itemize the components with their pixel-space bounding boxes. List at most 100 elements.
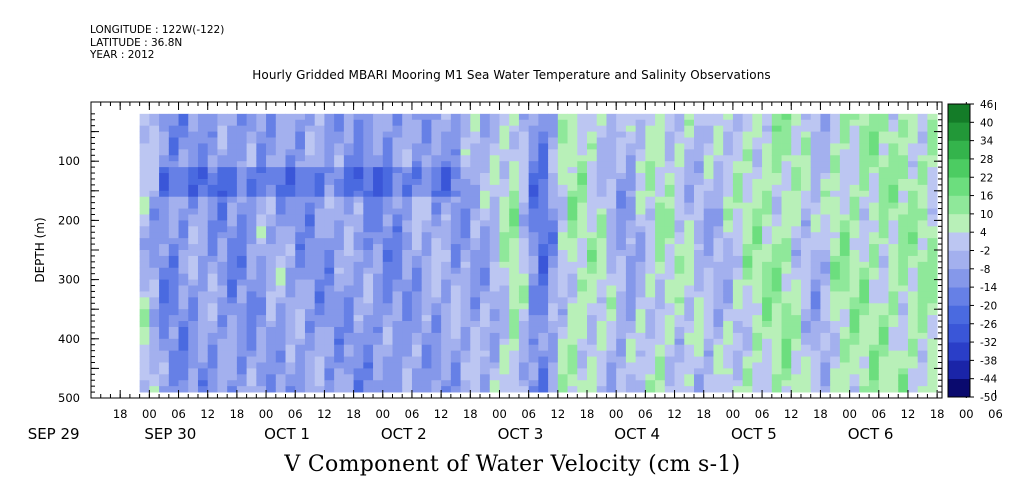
heatmap-cell [207, 368, 218, 375]
heatmap-cell [830, 255, 841, 263]
heatmap-cell [528, 374, 539, 381]
heatmap-cell [693, 309, 705, 316]
heatmap-cell [538, 238, 549, 245]
heatmap-cell [713, 279, 724, 286]
heatmap-cell [159, 178, 170, 186]
heatmap-cell [421, 303, 432, 310]
heatmap-cell [810, 143, 821, 150]
heatmap-cell [587, 362, 598, 369]
heatmap-cell [431, 238, 442, 245]
heatmap-cell [791, 226, 802, 233]
heatmap-cell [869, 332, 880, 340]
heatmap-cell [285, 113, 296, 121]
heatmap-cell [324, 208, 335, 215]
heatmap-cell [567, 261, 578, 269]
heatmap-cell [314, 196, 325, 204]
heatmap-cell [266, 149, 277, 156]
heatmap-cell [373, 232, 384, 239]
heatmap-cell [528, 362, 539, 369]
heatmap-cell [275, 309, 286, 316]
heatmap-cell [674, 255, 685, 263]
heatmap-cell [402, 244, 413, 251]
heatmap-cell [567, 356, 578, 363]
heatmap-cell [460, 303, 471, 310]
heatmap-cell [343, 208, 354, 215]
heatmap-cell [567, 297, 578, 304]
x-tick-label: 12 [317, 407, 332, 421]
heatmap-cell [509, 226, 520, 233]
heatmap-cell [480, 125, 491, 132]
heatmap-cell [771, 125, 782, 132]
heatmap-cell [567, 255, 578, 263]
heatmap-cell [285, 232, 296, 239]
heatmap-cell [382, 326, 393, 334]
heatmap-cell [149, 279, 160, 286]
heatmap-cell [275, 338, 286, 346]
heatmap-cell [207, 303, 218, 310]
heatmap-cell [460, 279, 471, 286]
heatmap-cell [334, 202, 345, 209]
heatmap-cell [441, 161, 452, 168]
heatmap-cell [139, 332, 150, 340]
heatmap-cell [587, 220, 598, 227]
heatmap-cell [917, 356, 928, 363]
heatmap-cell [499, 273, 510, 280]
heatmap-cell [402, 167, 413, 174]
heatmap-cell [645, 332, 656, 340]
heatmap-cell [324, 131, 335, 138]
heatmap-cell [693, 344, 705, 352]
heatmap-cell [849, 321, 860, 328]
heatmap-cell [489, 303, 500, 310]
heatmap-cell [489, 261, 500, 269]
heatmap-cell [587, 214, 598, 221]
heatmap-cell [820, 125, 831, 132]
heatmap-cell [188, 350, 199, 357]
heatmap-cell [869, 326, 880, 334]
heatmap-cell [548, 303, 559, 310]
heatmap-cell [149, 309, 160, 316]
heatmap-cell [256, 261, 267, 269]
heatmap-cell [567, 232, 578, 239]
heatmap-cell [616, 350, 627, 357]
heatmap-cell [217, 250, 228, 257]
colorbar-bin [948, 177, 970, 196]
heatmap-cell [324, 255, 335, 263]
heatmap-cell [800, 356, 812, 363]
heatmap-cell [927, 350, 938, 357]
heatmap-cell [304, 344, 316, 352]
heatmap-cell [859, 356, 870, 363]
heatmap-cell [888, 232, 899, 239]
heatmap-cell [596, 368, 607, 375]
heatmap-cell [411, 250, 423, 257]
heatmap-cell [693, 338, 705, 346]
heatmap-cell [664, 326, 675, 334]
heatmap-cell [693, 137, 705, 144]
heatmap-cell [470, 214, 481, 221]
heatmap-cell [178, 244, 189, 251]
heatmap-cell [353, 161, 364, 168]
heatmap-cell [373, 261, 384, 269]
heatmap-cell [898, 244, 909, 251]
heatmap-cell [149, 350, 160, 357]
heatmap-cell [168, 285, 179, 292]
heatmap-cell [645, 119, 656, 127]
heatmap-cell [869, 250, 880, 257]
heatmap-cell [489, 173, 500, 180]
heatmap-cell [791, 190, 802, 198]
heatmap-cell [791, 131, 802, 138]
heatmap-cell [207, 386, 218, 393]
heatmap-cell [674, 250, 685, 257]
heatmap-cell [324, 149, 335, 156]
heatmap-cell [664, 208, 675, 215]
heatmap-cell [168, 184, 179, 192]
heatmap-cell [548, 244, 559, 251]
heatmap-cell [538, 196, 549, 204]
heatmap-cell [188, 178, 199, 186]
heatmap-cell [363, 202, 374, 209]
heatmap-cell [800, 125, 812, 132]
heatmap-cell [732, 202, 744, 209]
heatmap-cell [217, 190, 228, 198]
heatmap-cell [353, 190, 364, 198]
heatmap-cell [762, 350, 773, 357]
heatmap-cell [197, 178, 209, 186]
